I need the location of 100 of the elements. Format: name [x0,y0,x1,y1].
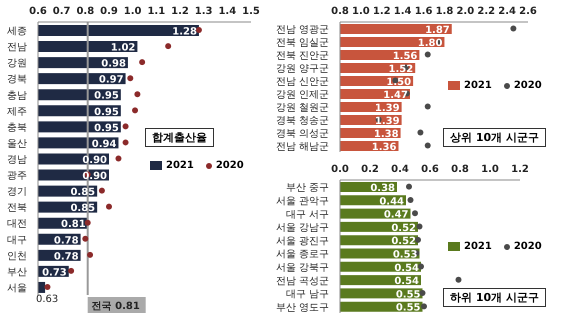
data-label: 0.55 [396,289,421,300]
x-tick-label: 1.6 [414,6,432,17]
x-tick-label: 0.4 [391,164,409,175]
y-tick-label: 서울 [7,282,27,294]
text: 상위 10개 시군구 [443,128,546,147]
y-tick-label: 전남 [7,42,27,54]
data-label: 1.52 [388,64,414,75]
point [406,184,412,190]
data-label: 1.02 [110,42,136,54]
data-label: 1.39 [374,103,400,114]
data-label: 1.36 [372,142,397,153]
x-tick-label: 1.0 [352,6,370,17]
x-tick-label: 0.9 [100,6,118,17]
x-tick-label: 0.8 [76,6,94,17]
data-label: 1.56 [392,51,418,62]
x-tick-label: 0.7 [52,6,71,17]
y-tick-label: 세종 [7,26,27,38]
data-label: 0.44 [379,196,404,208]
data-label: 0.97 [98,74,124,86]
x-tick-label: 0.0 [331,164,349,175]
y-tick-label: 서울 광진구 [276,236,329,247]
point [408,196,414,203]
data-label: 0.78 [54,251,79,262]
point [165,43,172,50]
point [87,252,94,258]
legend-label: 2021 [165,160,194,171]
data-label: 0.95 [94,122,119,134]
data-label: 0.98 [101,58,126,70]
point [44,284,50,290]
point [132,107,138,114]
x-tick-label: 0.2 [361,164,379,175]
data-label: 0.90 [82,171,108,182]
y-tick-label: 서울 강남구 [276,222,329,234]
y-tick-label: 강원 양구군 [276,64,329,74]
legend-label: 2020 [512,80,542,91]
data-label: 0.81 [61,219,86,230]
x-tick-label: 1.0 [481,164,499,175]
data-label: 0.54 [394,262,420,274]
data-label: 1.47 [383,90,408,101]
legend-label: 2021 [463,241,492,252]
x-tick-label: 0.8 [451,164,469,175]
y-tick-label: 충남 [7,90,27,102]
data-label: 0.95 [94,106,119,118]
y-tick-label: 서울 종로구 [276,249,329,260]
y-tick-label: 광주 [7,170,27,182]
x-tick-label: 1.2 [511,164,529,175]
y-tick-label: 전북 임실군 [276,38,329,48]
point [421,303,427,310]
data-label: 0.95 [94,90,119,102]
x-tick-label: 1.8 [436,6,454,17]
point [415,236,421,243]
data-label: 0.53 [392,250,418,260]
y-tick-label: 경북 의성군 [276,128,329,140]
x-tick-label: 1.2 [372,6,391,17]
y-tick-label: 부산 [7,266,27,278]
x-tick-label: 2.2 [477,6,496,17]
point [127,75,134,82]
data-label: 1.28 [172,26,197,38]
x-tick-label: 1.4 [218,6,236,17]
x-tick-label: 1.0 [124,6,142,17]
y-tick-label: 대구 서구 [286,209,329,220]
point [84,220,91,226]
y-tick-label: 충북 [7,122,27,134]
point [122,139,129,146]
y-tick-label: 대전 [7,218,27,230]
x-tick-label: 1.1 [147,6,166,17]
text: 합계출산율 [145,128,214,147]
data-label: 0.55 [396,302,421,314]
x-tick-label: 1.3 [194,6,213,17]
data-label: 0.52 [391,222,416,234]
legend-label: 2021 [463,80,492,91]
point [416,224,422,230]
y-tick-label: 경기 [7,186,27,198]
y-tick-label: 전남 해남군 [276,142,329,152]
point [424,142,431,148]
y-tick-label: 제주 [7,106,27,118]
data-label: 1.38 [374,129,399,140]
point [122,123,129,130]
y-tick-label: 전남 곡성군 [276,276,329,287]
point [106,204,112,210]
data-label: 1.39 [374,116,400,127]
point [510,26,516,32]
data-label: 1.87 [425,25,450,36]
ref-line-label: 전국 0.81 [92,301,140,312]
x-tick-label: 2.6 [519,6,537,17]
x-tick-label: 0.6 [421,164,439,175]
y-tick-label: 강원 인제군 [276,90,329,100]
data-label: 0.63 [36,294,58,305]
data-label: 0.54 [394,276,420,288]
point [82,236,88,242]
text: 하위 10개 시군구 [443,288,546,307]
y-tick-label: 경북 청송군 [276,116,329,126]
y-tick-label: 강원 [7,58,27,70]
data-label: 0.52 [391,236,416,248]
point [68,268,74,274]
y-tick-label: 부산 영도구 [276,302,329,314]
y-tick-label: 부산 중구 [286,182,329,194]
point [134,91,140,98]
y-tick-label: 전남 신안군 [276,76,329,88]
data-label: 1.80 [418,38,442,49]
